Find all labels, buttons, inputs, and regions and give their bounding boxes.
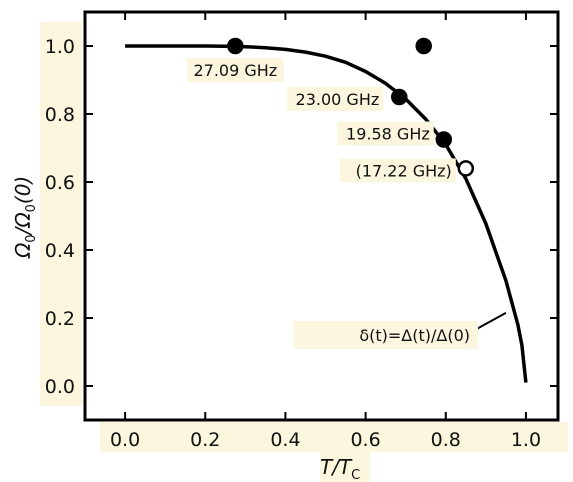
y-tick-label: 0.8 xyxy=(45,104,75,126)
y-tick-label: 0.0 xyxy=(45,376,75,398)
label-backgrounds xyxy=(40,22,568,482)
data-point-filled xyxy=(227,37,244,55)
axis-ticks: 0.0 0.2 0.4 0.6 0.8 1.0 0.0 0.2 0.4 0.6 0.8 1.0 xyxy=(45,12,558,451)
x-tick-label: 0.0 xyxy=(110,429,140,451)
y-tick-label: 0.6 xyxy=(45,172,75,194)
y-tick-label: 0.4 xyxy=(45,240,75,262)
y-tick-label: 1.0 xyxy=(45,36,75,58)
curve-label-bg xyxy=(294,320,478,349)
y-axis-label-sub1: 0 xyxy=(24,234,39,242)
annotations: δ(t)=Δ(t)/Δ(0) 27.09 GHz 23.00 GHz 19.58 GH… xyxy=(187,58,507,349)
y-axis-label-main: Ω xyxy=(11,242,35,259)
point-label: 19.58 GHz xyxy=(346,125,430,144)
x-tick-label: 0.6 xyxy=(350,429,380,451)
x-axis-label: T/TC xyxy=(320,455,360,482)
y-axis-label: Ω0/Ω0(0) xyxy=(11,176,39,259)
plot-area xyxy=(83,10,560,422)
x-tick-label: 0.4 xyxy=(270,429,300,451)
curve-label: δ(t)=Δ(t)/Δ(0) xyxy=(359,326,470,345)
plot-frame xyxy=(83,10,560,422)
x-axis-label-sub: C xyxy=(351,468,360,482)
point-label: 27.09 GHz xyxy=(193,61,277,80)
x-tick-label: 0.8 xyxy=(431,429,461,451)
point-label-bg xyxy=(340,158,456,183)
point-label-bg xyxy=(187,58,284,82)
point-label: (17.22 GHz) xyxy=(356,161,452,180)
data-point-filled xyxy=(415,37,432,55)
x-tick-label: 0.2 xyxy=(190,429,220,451)
y-axis-label-tail: (0) xyxy=(11,176,35,204)
point-label: 23.00 GHz xyxy=(296,90,380,109)
y-axis-label-sub2: 0 xyxy=(24,204,39,212)
x-axis-label-main: T/T xyxy=(320,455,353,479)
data-point-open xyxy=(457,160,475,177)
point-label-bg xyxy=(286,87,384,111)
y-axis-label-mid: /Ω xyxy=(11,212,35,237)
x-tick-label: 1.0 xyxy=(511,429,541,451)
data-point-filled xyxy=(391,88,408,106)
data-point-filled xyxy=(435,131,453,148)
point-label-bg xyxy=(337,121,434,146)
y-tick-label: 0.2 xyxy=(45,308,75,330)
